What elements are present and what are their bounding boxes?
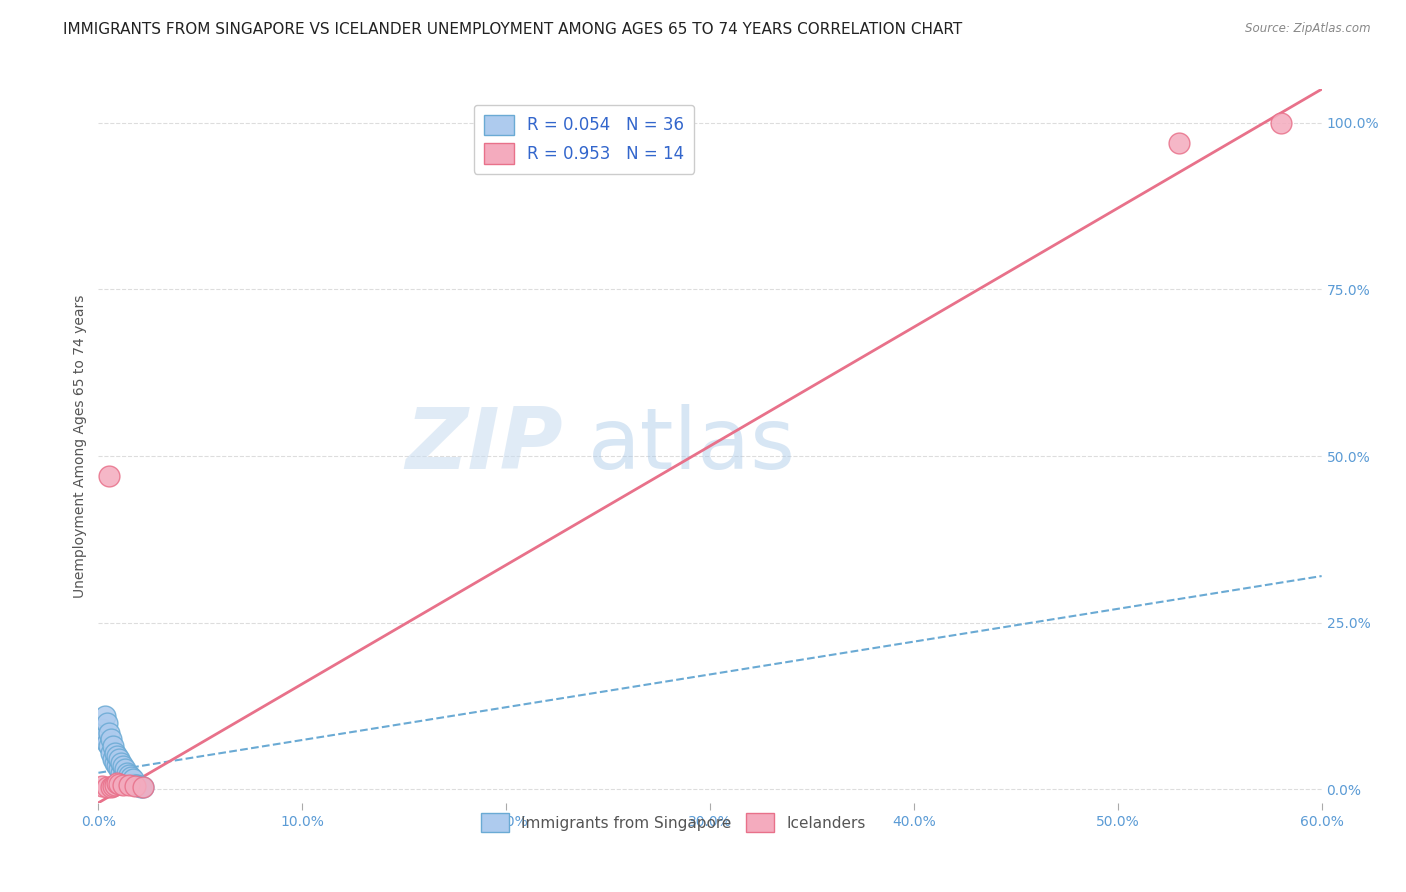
- Point: [1270, 115, 1292, 129]
- Point: [108, 777, 131, 791]
- Point: [100, 780, 122, 795]
- Text: Source: ZipAtlas.com: Source: ZipAtlas.com: [1246, 22, 1371, 36]
- Point: [104, 778, 127, 792]
- Point: [110, 756, 132, 770]
- Point: [132, 780, 155, 795]
- Point: [96, 736, 118, 750]
- Point: [100, 732, 122, 747]
- Point: [97, 725, 120, 739]
- Point: [104, 746, 127, 760]
- Point: [93, 709, 115, 723]
- Point: [101, 752, 124, 766]
- Text: atlas: atlas: [588, 404, 796, 488]
- Point: [105, 759, 128, 773]
- Point: [118, 768, 141, 782]
- Point: [114, 763, 136, 777]
- Point: [105, 749, 128, 764]
- Point: [100, 746, 122, 760]
- Text: IMMIGRANTS FROM SINGAPORE VS ICELANDER UNEMPLOYMENT AMONG AGES 65 TO 74 YEARS CO: IMMIGRANTS FROM SINGAPORE VS ICELANDER U…: [63, 22, 963, 37]
- Point: [122, 772, 145, 787]
- Point: [111, 759, 134, 773]
- Y-axis label: Unemployment Among Ages 65 to 74 years: Unemployment Among Ages 65 to 74 years: [73, 294, 87, 598]
- Legend: Immigrants from Singapore, Icelanders: Immigrants from Singapore, Icelanders: [475, 807, 872, 838]
- Point: [96, 715, 118, 730]
- Point: [108, 752, 131, 766]
- Point: [110, 765, 132, 780]
- Point: [127, 779, 149, 793]
- Point: [105, 776, 128, 790]
- Point: [128, 779, 150, 793]
- Point: [111, 778, 134, 792]
- Point: [124, 778, 146, 792]
- Point: [91, 779, 114, 793]
- Point: [111, 769, 134, 783]
- Point: [132, 780, 155, 794]
- Point: [120, 776, 142, 790]
- Point: [97, 469, 120, 483]
- Point: [96, 780, 118, 794]
- Point: [118, 779, 141, 793]
- Point: [97, 739, 120, 753]
- Text: ZIP: ZIP: [405, 404, 564, 488]
- Point: [93, 729, 115, 743]
- Point: [91, 723, 114, 737]
- Point: [115, 765, 138, 780]
- Point: [122, 777, 145, 791]
- Point: [129, 780, 152, 794]
- Point: [118, 774, 141, 789]
- Point: [104, 756, 127, 770]
- Point: [108, 763, 131, 777]
- Point: [101, 779, 124, 793]
- Point: [114, 771, 136, 785]
- Point: [120, 771, 142, 785]
- Point: [124, 779, 146, 793]
- Point: [1167, 136, 1189, 150]
- Point: [115, 772, 138, 787]
- Point: [101, 739, 124, 753]
